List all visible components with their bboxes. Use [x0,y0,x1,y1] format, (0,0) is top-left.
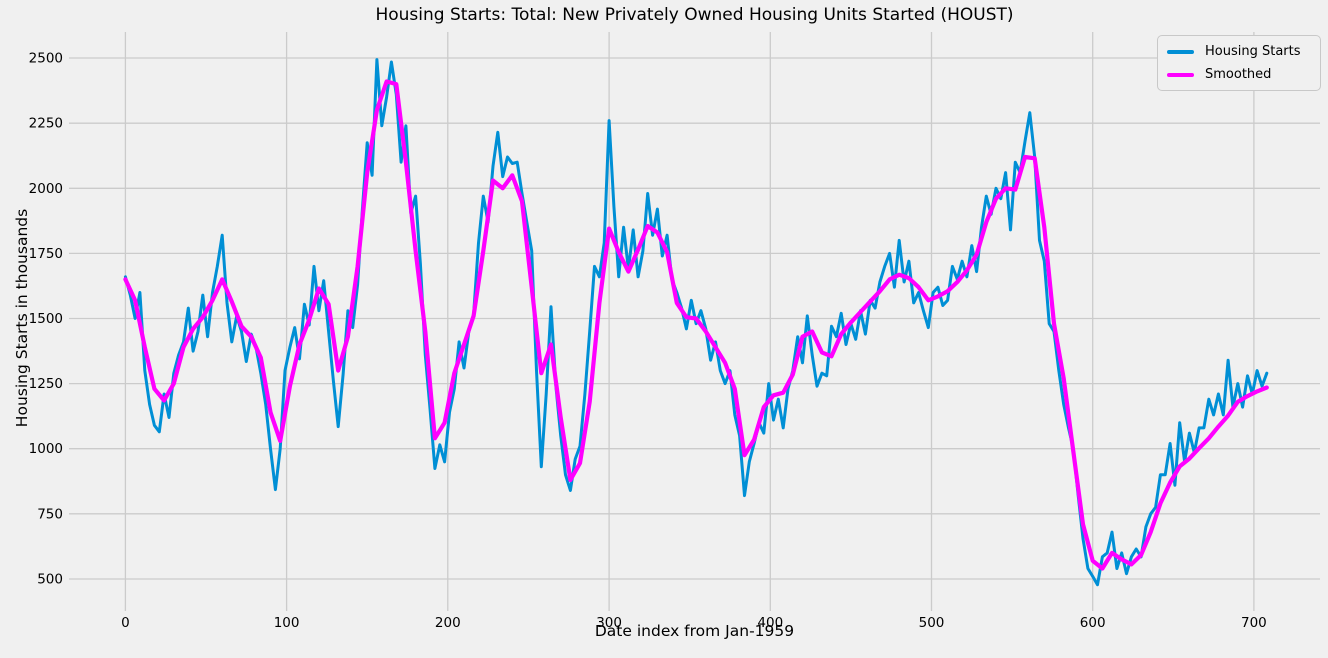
y-tick-label-2000: 2000 [29,181,63,197]
x-axis-label: Date index from Jan-1959 [594,622,795,640]
legend-item-housing-starts: Housing Starts [1167,43,1310,60]
legend-label: Smoothed [1205,67,1272,82]
y-tick-label-2250: 2250 [29,116,63,132]
y-tick-label-2500: 2500 [29,51,63,67]
x-tick-label-0: 0 [121,615,130,631]
y-tick-label-1000: 1000 [29,441,63,457]
x-tick-label-600: 600 [1080,615,1106,631]
legend-label: Housing Starts [1205,44,1301,59]
x-tick-label-500: 500 [919,615,945,631]
y-tick-label-1750: 1750 [29,246,63,262]
legend: Housing Starts Smoothed [1157,35,1321,91]
y-tick-label-1500: 1500 [29,311,63,327]
y-tick-label-1250: 1250 [29,376,63,392]
legend-swatch-icon [1167,72,1194,77]
x-tick-label-200: 200 [435,615,461,631]
legend-item-smoothed: Smoothed [1167,66,1310,83]
x-tick-label-700: 700 [1241,615,1267,631]
x-tick-label-100: 100 [274,615,300,631]
x-tick-label-300: 300 [596,615,622,631]
y-axis-label: Housing Starts in thousands [13,208,31,428]
y-tick-label-500: 500 [37,572,63,588]
y-tick-label-750: 750 [37,506,63,522]
x-tick-label-400: 400 [757,615,783,631]
series-line-housing-starts [123,58,1269,587]
series-line-smoothed [123,79,1269,571]
legend-swatch-icon [1167,49,1194,54]
chart-title: Housing Starts: Total: New Privately Own… [375,5,1014,25]
